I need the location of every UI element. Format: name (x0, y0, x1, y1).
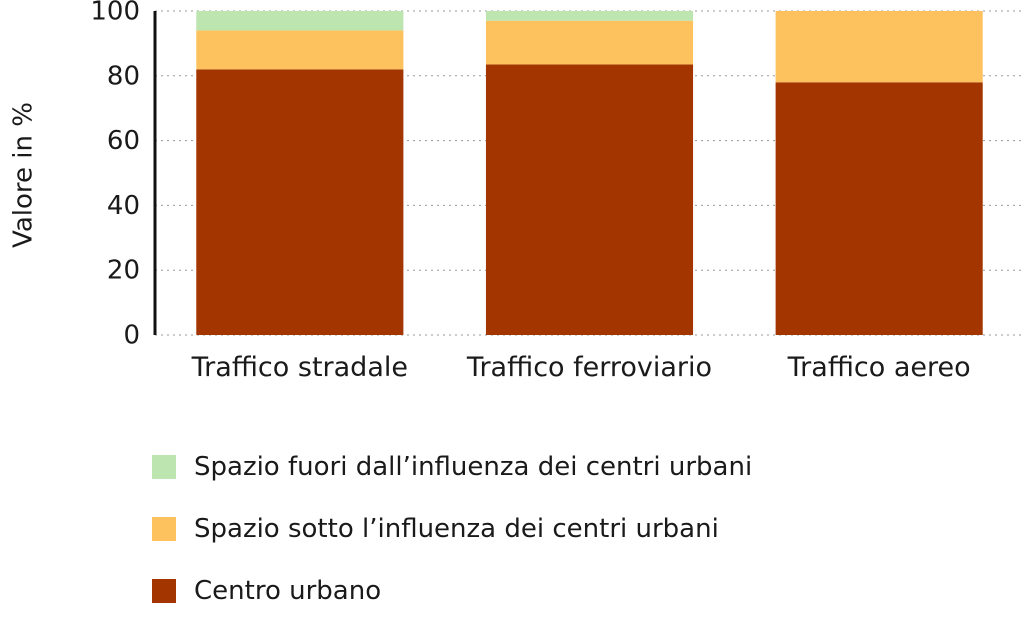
legend-label: Spazio sotto l’influenza dei centri urba… (194, 514, 719, 544)
x-category-label: Traffico stradale (191, 352, 408, 383)
bar-segment (196, 30, 404, 70)
y-tick-label: 0 (123, 321, 140, 351)
stacked-bar-chart: 0 20 40 60 80 100 Traffico stradale Traffico f… (9, 0, 1024, 383)
legend-label: Spazio fuori dall’influenza dei centri u… (194, 452, 753, 482)
y-tick-label: 60 (107, 126, 140, 156)
legend-swatch (152, 517, 176, 541)
y-tick-label: 20 (107, 256, 140, 286)
y-tick-label: 80 (107, 61, 140, 91)
legend-label: Centro urbano (194, 576, 382, 606)
bar-segment (196, 11, 404, 31)
y-axis-title: Valore in % (9, 102, 39, 248)
bar-segment (485, 11, 694, 21)
bar-segment (485, 64, 694, 336)
x-category-labels: Traffico stradale Traffico ferroviario Tra… (191, 352, 971, 383)
bar-segment (775, 11, 983, 83)
legend-item: Centro urbano (152, 560, 752, 622)
y-tick-label: 100 (90, 0, 140, 27)
legend: Spazio fuori dall’influenza dei centri u… (152, 436, 752, 622)
x-category-label: Traffico ferroviario (466, 352, 712, 383)
x-category-label: Traffico aereo (787, 352, 971, 383)
bar-segment (196, 69, 404, 335)
legend-item: Spazio sotto l’influenza dei centri urba… (152, 498, 752, 560)
bar-segment (775, 82, 983, 335)
y-tick-labels: 0 20 40 60 80 100 (90, 0, 140, 351)
bars (196, 11, 983, 336)
bar-segment (485, 20, 694, 65)
y-tick-label: 40 (107, 191, 140, 221)
legend-swatch (152, 455, 176, 479)
legend-swatch (152, 579, 176, 603)
legend-item: Spazio fuori dall’influenza dei centri u… (152, 436, 752, 498)
